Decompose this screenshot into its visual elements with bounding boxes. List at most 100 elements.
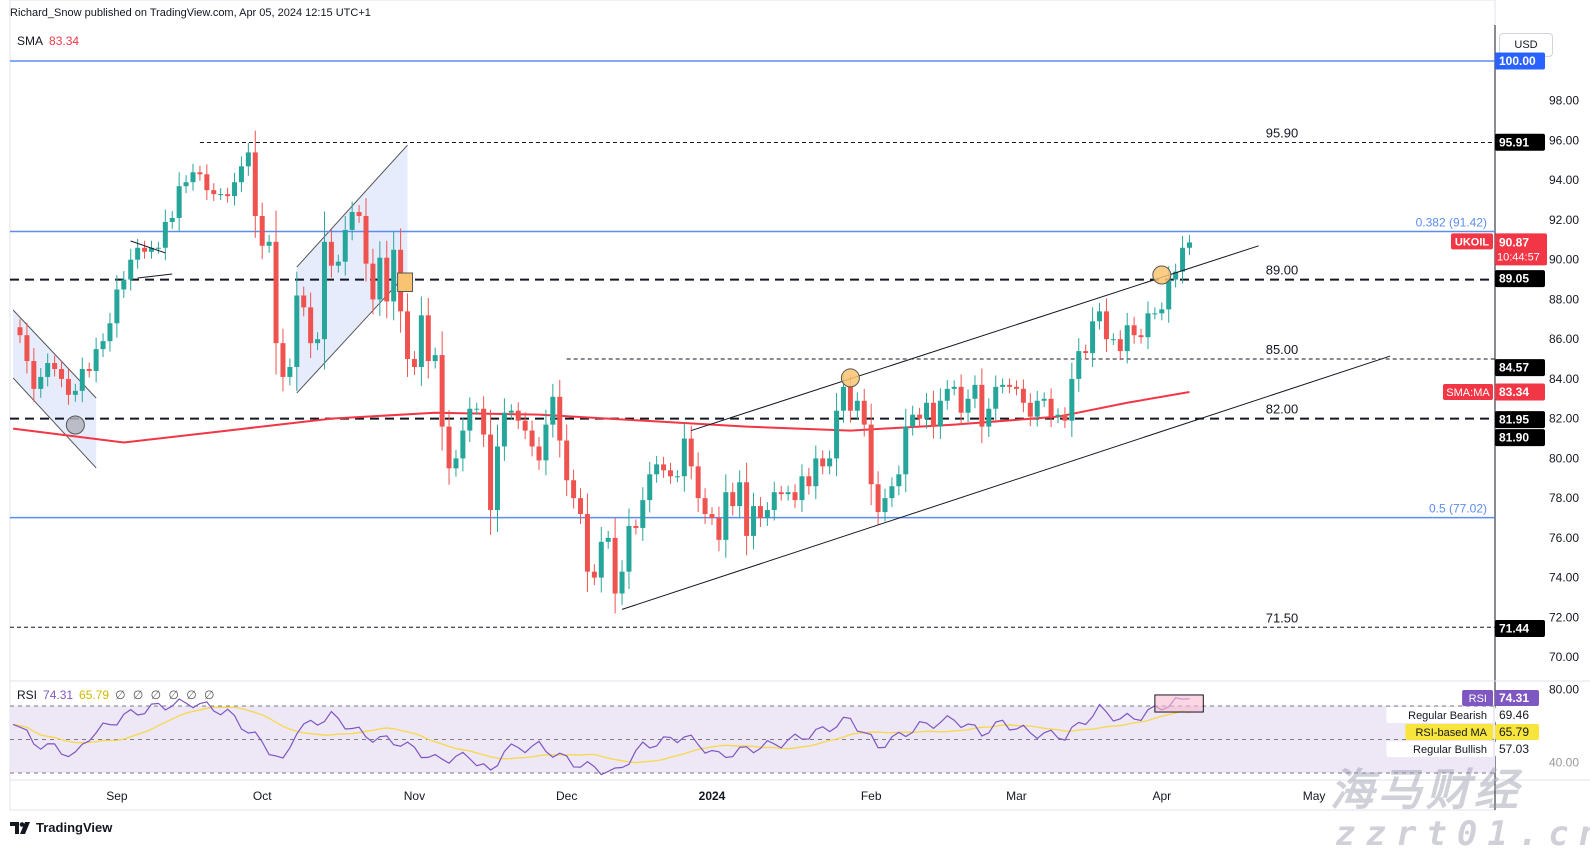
candle-body (24, 335, 30, 362)
sma-label-bg (1443, 384, 1493, 401)
candle-body (52, 363, 58, 369)
candle-body (59, 368, 65, 379)
candle-body (218, 194, 224, 196)
candle (218, 188, 224, 201)
candle-body (211, 190, 217, 195)
price-axis-tick: 94.00 (1549, 173, 1579, 187)
candle (1180, 235, 1186, 284)
time-axis-tick: Sep (106, 789, 128, 803)
candle (488, 409, 494, 535)
candle (647, 461, 653, 513)
candle-body (771, 492, 777, 511)
candle (1097, 302, 1103, 330)
candle-body (591, 571, 597, 578)
candle (1041, 392, 1047, 408)
candle (785, 485, 791, 501)
candle-body (225, 194, 231, 197)
candle (584, 493, 590, 593)
candle (917, 407, 923, 426)
candle (695, 452, 701, 513)
candle (674, 470, 680, 483)
candle (958, 374, 964, 426)
candle-body (273, 241, 279, 344)
candle-body (1062, 414, 1068, 421)
candle-body (377, 257, 383, 300)
candle-body (951, 386, 957, 389)
candle-body (605, 537, 611, 542)
candle-body (342, 229, 348, 262)
candle-body (965, 398, 971, 413)
candle (564, 424, 570, 497)
candle (59, 360, 65, 388)
candle-body (1180, 247, 1186, 272)
candle (107, 312, 113, 352)
candle (418, 296, 424, 386)
horizontal-level-label: 82.00 (1266, 402, 1299, 417)
candle (1110, 333, 1116, 346)
tradingview-logo[interactable]: TradingView (10, 820, 112, 835)
candle-body (1103, 311, 1109, 340)
candle-body (910, 414, 916, 427)
candle-body (1186, 242, 1192, 248)
candle-body (121, 279, 127, 290)
sma-legend[interactable]: SMA 83.34 (17, 34, 79, 48)
candle-body (79, 368, 85, 391)
candle-body (917, 414, 923, 419)
candle-body (522, 420, 528, 431)
price-axis-tick: 80.00 (1549, 451, 1579, 465)
watermark-line1: 海马财经 (1330, 766, 1522, 815)
candle-body (418, 315, 424, 367)
candle-body (38, 376, 44, 389)
rsi-legend[interactable]: RSI 74.31 65.79 ∅ ∅ ∅ ∅ ∅ ∅ (17, 688, 216, 702)
rsi-ma-legend-value: 65.79 (79, 688, 110, 702)
time-axis-tick: Oct (253, 789, 272, 803)
rsi-badge-value-bg (1495, 741, 1539, 757)
candle (176, 172, 182, 232)
candle (820, 450, 826, 475)
candle (467, 397, 473, 443)
candle-body (550, 396, 556, 425)
rsi-badge-value: 65.79 (1499, 725, 1529, 739)
candle-body (411, 359, 417, 367)
candle (1034, 390, 1040, 427)
candle (280, 328, 286, 392)
price-axis-badge-bg (1495, 619, 1545, 637)
candle (287, 358, 293, 386)
rsi-badge-value-bg (1495, 707, 1539, 723)
candle-body (197, 172, 203, 175)
candle-body (1110, 339, 1116, 341)
price-axis-tick: 96.00 (1549, 133, 1579, 147)
candle-body (148, 247, 154, 252)
candle (197, 165, 203, 181)
candle-body (232, 182, 238, 197)
candle-body (72, 390, 78, 395)
candle (155, 241, 161, 254)
candle-body (1020, 388, 1026, 403)
trendline (621, 355, 1391, 610)
candle-body (564, 440, 570, 481)
candle (148, 240, 154, 259)
candle (328, 229, 334, 278)
price-axis-badge-bg (1495, 411, 1545, 429)
rsi-legend-value: 74.31 (43, 688, 74, 702)
candle (1062, 407, 1068, 429)
horizontal-level-label: 95.90 (1266, 125, 1299, 140)
candle (370, 248, 376, 315)
candle (972, 375, 978, 409)
price-axis-badge: 71.44 (1499, 621, 1529, 635)
candle-body (142, 247, 148, 252)
candle-body (813, 458, 819, 487)
candle (273, 210, 279, 375)
candle (128, 248, 134, 291)
candle-body (439, 355, 445, 427)
price-axis-tick: 76.00 (1549, 531, 1579, 545)
candle (1152, 307, 1158, 320)
candle (377, 241, 383, 316)
candle-body (972, 384, 978, 399)
price-axis-tick: 74.00 (1549, 571, 1579, 585)
candle (813, 445, 819, 500)
candle (162, 209, 168, 261)
candle-body (294, 295, 300, 367)
candle (799, 464, 805, 513)
